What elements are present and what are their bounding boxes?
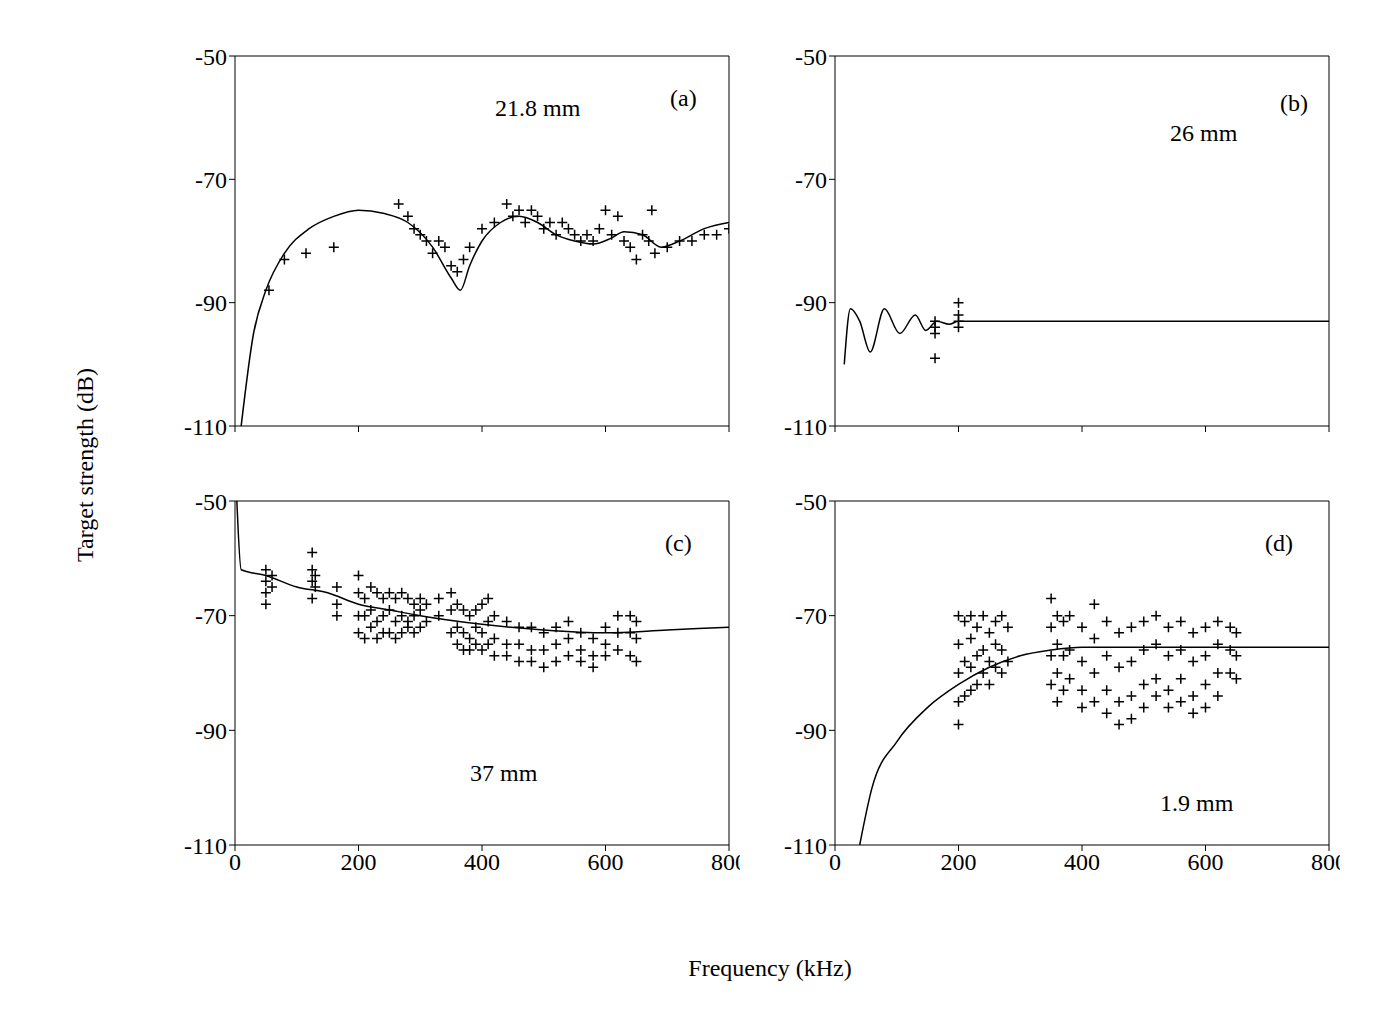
svg-text:400: 400	[464, 849, 500, 875]
svg-text:-50: -50	[795, 489, 827, 515]
svg-text:-70: -70	[195, 603, 227, 629]
svg-text:800: 800	[1311, 849, 1340, 875]
svg-text:-70: -70	[195, 167, 227, 193]
svg-text:-90: -90	[795, 718, 827, 744]
svg-text:400: 400	[1064, 849, 1100, 875]
svg-text:-110: -110	[184, 414, 227, 440]
svg-text:-90: -90	[195, 290, 227, 316]
html-text:(c): (c)	[665, 530, 692, 556]
svg-text:-110: -110	[184, 833, 227, 859]
html-text:Target strength (dB): Target strength (dB)	[71, 368, 98, 562]
html-text:Frequency (kHz): Frequency (kHz)	[688, 954, 852, 981]
html-text:(b): (b)	[1280, 90, 1308, 116]
svg-text:-110: -110	[784, 414, 827, 440]
svg-text:-50: -50	[195, 44, 227, 70]
html-text:1.9 mm: 1.9 mm	[1160, 790, 1234, 816]
svg-text:0: 0	[229, 849, 241, 875]
html-text:26 mm: 26 mm	[1170, 120, 1238, 146]
svg-text:-90: -90	[195, 718, 227, 744]
svg-text:600: 600	[588, 849, 624, 875]
svg-text:-110: -110	[784, 833, 827, 859]
svg-text:-70: -70	[795, 603, 827, 629]
html-text:21.8 mm: 21.8 mm	[495, 95, 581, 121]
svg-text:200: 200	[341, 849, 377, 875]
svg-text:-70: -70	[795, 167, 827, 193]
svg-text:-50: -50	[795, 44, 827, 70]
svg-text:200: 200	[941, 849, 977, 875]
html-text:(d): (d)	[1265, 530, 1293, 556]
html-text:(a): (a)	[670, 85, 697, 111]
svg-text:800: 800	[711, 849, 740, 875]
svg-text:0: 0	[829, 849, 841, 875]
html-text:37 mm: 37 mm	[470, 760, 538, 786]
svg-text:600: 600	[1188, 849, 1224, 875]
svg-text:-90: -90	[795, 290, 827, 316]
svg-text:-50: -50	[195, 489, 227, 515]
